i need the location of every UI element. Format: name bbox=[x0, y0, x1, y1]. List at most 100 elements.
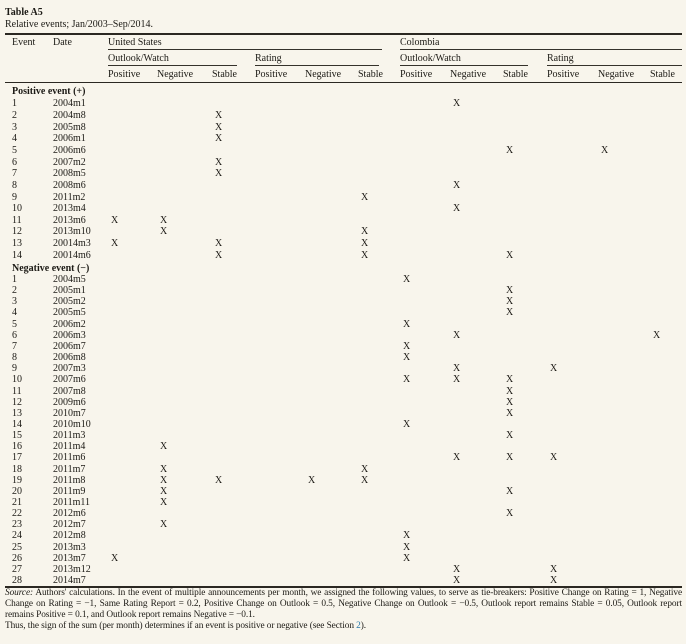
event-date: 2011m7 bbox=[53, 463, 86, 475]
mark-colombia-outlook-negative: X bbox=[453, 203, 461, 215]
event-date: 2006m8 bbox=[53, 352, 86, 364]
event-number: 5 bbox=[12, 318, 17, 330]
event-date: 2011m2 bbox=[53, 191, 86, 203]
mark-us-outlook-positive: X bbox=[111, 552, 119, 564]
mark-colombia-outlook-stable: X bbox=[506, 374, 514, 386]
section-label-negative: Negative event (−) bbox=[12, 262, 90, 274]
table-row: 1 2004m1 X bbox=[0, 98, 686, 109]
event-number: 9 bbox=[12, 191, 17, 203]
table-row: 24 2012m8 X bbox=[0, 530, 686, 541]
mark-us-outlook-negative: X bbox=[160, 519, 168, 531]
event-date: 2013m10 bbox=[53, 226, 91, 238]
mark-colombia-outlook-stable: X bbox=[506, 508, 514, 520]
col-group-colombia: Colombia bbox=[400, 37, 440, 48]
mark-colombia-rating-positive: X bbox=[550, 363, 558, 375]
event-date: 2008m5 bbox=[53, 168, 86, 180]
mark-colombia-rating-positive: X bbox=[550, 452, 558, 464]
footnote-source-paragraph: Source: Authors' calculations. In the ev… bbox=[5, 588, 682, 621]
mark-colombia-outlook-stable: X bbox=[506, 307, 514, 319]
event-date: 2007m8 bbox=[53, 385, 86, 397]
event-number: 22 bbox=[12, 508, 22, 520]
event-number: 13 bbox=[12, 407, 22, 419]
table-row: 19 2011m8 X X X X bbox=[0, 475, 686, 486]
table-row: 9 2007m3 X X bbox=[0, 363, 686, 374]
event-number: 17 bbox=[12, 452, 22, 464]
rule-header-bottom bbox=[5, 81, 682, 84]
mark-us-outlook-stable: X bbox=[215, 121, 223, 133]
event-date: 2005m8 bbox=[53, 121, 86, 133]
table-row: 9 2011m2 X bbox=[0, 192, 686, 203]
event-date: 2007m2 bbox=[53, 156, 86, 168]
table-row: 10 2007m6 X X X bbox=[0, 374, 686, 385]
event-date: 2013m12 bbox=[53, 563, 91, 575]
table-row: 11 2013m6 X X bbox=[0, 215, 686, 226]
col-us-rating-positive: Positive bbox=[255, 68, 288, 80]
mark-colombia-outlook-positive: X bbox=[403, 418, 411, 430]
col-colombia-rating-stable: Stable bbox=[650, 68, 675, 80]
col-header-event: Event bbox=[12, 37, 36, 48]
mark-us-outlook-positive: X bbox=[111, 214, 119, 226]
event-date: 2011m4 bbox=[53, 441, 86, 453]
event-date: 2013m7 bbox=[53, 552, 86, 564]
table-title: Table A5 bbox=[5, 7, 43, 18]
footnote-thus-paragraph: Thus, the sign of the sum (per month) de… bbox=[5, 621, 682, 632]
event-number: 16 bbox=[12, 441, 22, 453]
table-row: 4 2006m1 X bbox=[0, 133, 686, 144]
col-colombia-outlook-negative: Negative bbox=[450, 68, 487, 80]
mark-us-rating-stable: X bbox=[361, 191, 369, 203]
table-row: 17 2011m6 X X X bbox=[0, 452, 686, 463]
mark-colombia-outlook-positive: X bbox=[403, 552, 411, 564]
event-number: 1 bbox=[12, 274, 17, 285]
col-header-date: Date bbox=[53, 37, 72, 48]
mark-us-outlook-negative: X bbox=[160, 474, 168, 486]
mark-colombia-outlook-negative: X bbox=[453, 452, 461, 464]
event-number: 5 bbox=[12, 144, 17, 156]
mark-colombia-outlook-stable: X bbox=[506, 430, 514, 442]
mark-colombia-outlook-positive: X bbox=[403, 274, 411, 285]
table-row: 15 2011m3 X bbox=[0, 430, 686, 441]
table-row: 12 2009m6 X bbox=[0, 397, 686, 408]
mark-colombia-outlook-positive: X bbox=[403, 530, 411, 542]
event-number: 21 bbox=[12, 497, 22, 508]
event-date: 2006m1 bbox=[53, 133, 86, 145]
event-number: 27 bbox=[12, 563, 22, 575]
event-date: 2006m3 bbox=[53, 329, 86, 341]
event-number: 8 bbox=[12, 179, 17, 191]
event-date: 2007m3 bbox=[53, 363, 86, 375]
event-number: 10 bbox=[12, 203, 22, 215]
event-number: 10 bbox=[12, 374, 22, 386]
table-row: 8 2008m6 X bbox=[0, 180, 686, 191]
table-row: 20 2011m9 X X bbox=[0, 486, 686, 497]
event-number: 13 bbox=[12, 238, 22, 250]
mark-us-rating-stable: X bbox=[361, 249, 369, 261]
table-row: 26 2013m7 X X bbox=[0, 553, 686, 564]
event-date: 2012m6 bbox=[53, 508, 86, 520]
event-date: 2004m1 bbox=[53, 98, 86, 110]
event-number: 11 bbox=[12, 214, 22, 226]
mark-us-outlook-stable: X bbox=[215, 133, 223, 145]
footnote-source-text: Authors' calculations. In the event of m… bbox=[5, 588, 682, 620]
event-date: 20014m3 bbox=[53, 238, 91, 250]
table-row: 25 2013m3 X bbox=[0, 542, 686, 553]
event-date: 2007m6 bbox=[53, 374, 86, 386]
mark-colombia-rating-stable: X bbox=[653, 329, 661, 341]
col-colombia-outlook-positive: Positive bbox=[400, 68, 433, 80]
rule-colombia-group-underline bbox=[400, 48, 682, 50]
mark-colombia-outlook-positive: X bbox=[403, 374, 411, 386]
mark-colombia-outlook-negative: X bbox=[453, 329, 461, 341]
table-row: 7 2006m7 X bbox=[0, 341, 686, 352]
mark-colombia-outlook-positive: X bbox=[403, 340, 411, 352]
table-row: 2 2004m8 X bbox=[0, 110, 686, 121]
event-number: 2 bbox=[12, 109, 17, 121]
event-date: 2011m9 bbox=[53, 485, 86, 497]
event-date: 2012m8 bbox=[53, 530, 86, 542]
table-row: 8 2006m8 X bbox=[0, 352, 686, 363]
mark-colombia-outlook-stable: X bbox=[506, 249, 514, 261]
event-date: 2011m11 bbox=[53, 497, 91, 508]
event-number: 26 bbox=[12, 552, 22, 564]
table-row: 5 2006m6 X X bbox=[0, 145, 686, 156]
event-number: 23 bbox=[12, 519, 22, 531]
section-2-link[interactable]: 2 bbox=[356, 621, 361, 631]
event-number: 14 bbox=[12, 418, 22, 430]
